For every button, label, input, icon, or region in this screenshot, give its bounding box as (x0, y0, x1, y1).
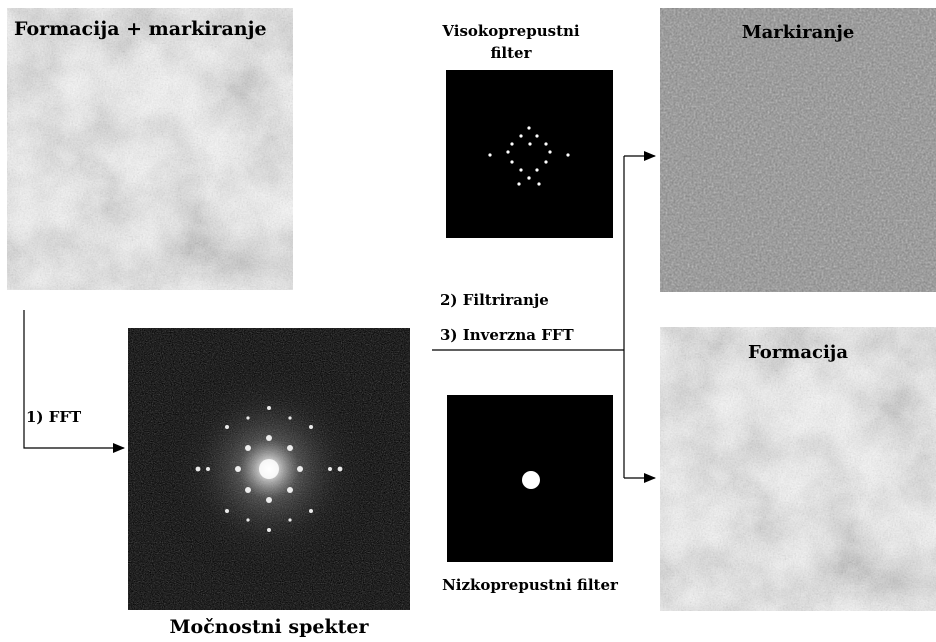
highpass-dot (510, 142, 514, 146)
highpass-dot (528, 142, 532, 146)
spectrum-peak (287, 487, 293, 493)
spectrum-peak (195, 466, 201, 472)
highpass-dot (488, 153, 492, 157)
step-fft-label: 1) FFT (26, 408, 82, 426)
spectrum-peak (246, 518, 250, 522)
lowpass-title: Nizkoprepustni filter (442, 576, 618, 594)
highpass-dot (535, 168, 539, 172)
input-title: Formacija + markiranje (14, 18, 267, 40)
fft-arrow (23, 310, 125, 453)
highpass-dot (510, 160, 514, 164)
spectrum-peak (309, 425, 313, 429)
lowpass-filter-mask (447, 395, 613, 562)
highpass-dot (506, 150, 510, 154)
highpass-dot (548, 150, 552, 154)
highpass-dot (519, 134, 523, 138)
highpass-dot (566, 153, 570, 157)
marking-output-image (660, 8, 936, 292)
highpass-dot (527, 176, 531, 180)
input-texture-image (7, 8, 293, 290)
power-spectrum-image (128, 328, 410, 610)
spectrum-peak (225, 425, 229, 429)
spectrum-title: Močnostni spekter (169, 616, 369, 638)
spectrum-peak (288, 518, 292, 522)
spectrum-peak (246, 416, 250, 420)
spectrum-peaks (195, 406, 343, 532)
highpass-dot (535, 134, 539, 138)
highpass-dot (544, 142, 548, 146)
highpass-dot (544, 160, 548, 164)
highpass-dot (537, 182, 541, 186)
highpass-dot (519, 168, 523, 172)
formation-title: Formacija (748, 342, 848, 363)
marking-title: Markiranje (741, 22, 855, 43)
highpass-filter-mask (446, 70, 613, 238)
spectrum-peak (267, 528, 271, 532)
highpass-pass-dots (488, 126, 570, 186)
spectrum-peak (267, 406, 271, 410)
spectrum-peak (337, 466, 343, 472)
highpass-dot (527, 126, 531, 130)
spectrum-peak (235, 466, 241, 472)
step-inverse-fft-label: 3) Inverzna FFT (440, 326, 574, 344)
formation-output-image (660, 327, 936, 611)
spectrum-peak (245, 445, 251, 451)
spectrum-peak (266, 497, 272, 503)
spectrum-peak (245, 487, 251, 493)
spectrum-peak (225, 509, 229, 513)
spectrum-peak (206, 467, 210, 471)
lowpass-pass-disk (522, 471, 540, 489)
spectrum-peak (309, 509, 313, 513)
highpass-title: Visokoprepustni filter (442, 22, 580, 62)
spectrum-peak (287, 445, 293, 451)
spectrum-peak (259, 459, 279, 479)
spectrum-peak (297, 466, 303, 472)
step-filtering-label: 2) Filtriranje (440, 291, 549, 309)
spectrum-peak (288, 416, 292, 420)
spectrum-peak (266, 435, 272, 441)
spectrum-peak (328, 467, 332, 471)
highpass-dot (517, 182, 521, 186)
